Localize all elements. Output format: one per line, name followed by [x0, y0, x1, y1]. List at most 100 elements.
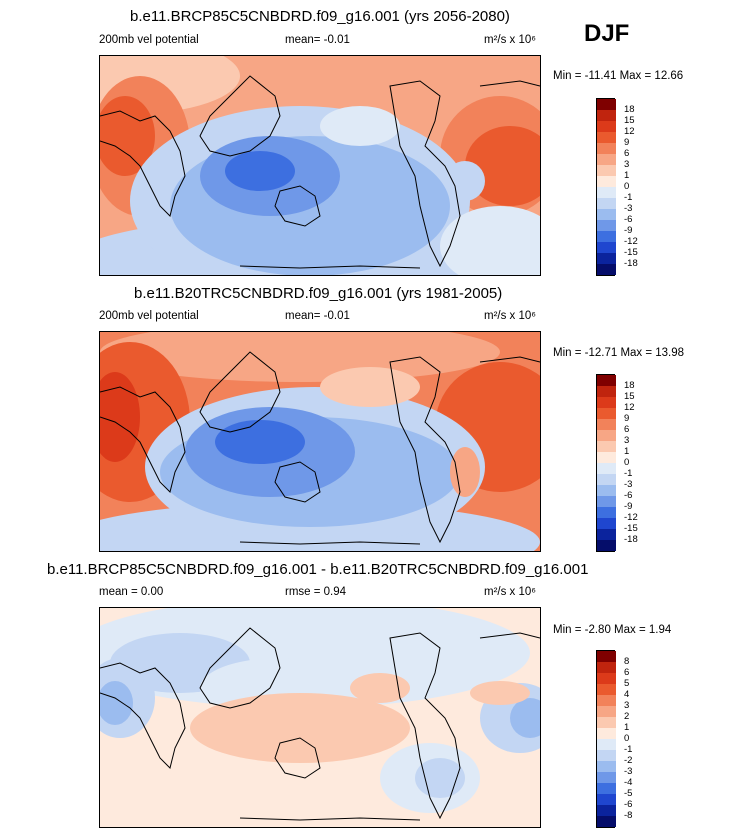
colorbar-tick-label: -8 — [624, 810, 633, 821]
colorbar-swatch — [597, 805, 616, 816]
colorbar-swatch — [597, 474, 616, 485]
colorbar-tick-label: 9 — [624, 413, 630, 424]
colorbar-tick-label: 6 — [624, 667, 630, 678]
panel3-map — [99, 607, 541, 828]
colorbar-swatch — [597, 651, 616, 662]
colorbar-swatch — [597, 794, 616, 805]
colorbar-tick-label: 0 — [624, 181, 630, 192]
colorbar-tick-label: 18 — [624, 104, 635, 115]
panel1-units-label: m²/s x 10⁶ — [484, 34, 537, 46]
colorbar-swatch — [597, 739, 616, 750]
colorbar-tick-label: -15 — [624, 523, 638, 534]
colorbar-tick-label: -9 — [624, 501, 633, 512]
panel1-minmax-label: Min = -11.41 Max = 12.66 — [553, 70, 684, 82]
colorbar-tick-label: -12 — [624, 512, 638, 523]
season-label: DJF — [584, 20, 630, 47]
panel3-units-label: m²/s x 10⁶ — [484, 586, 537, 598]
colorbar-swatch — [597, 264, 616, 275]
colorbar-swatch — [597, 684, 616, 695]
colorbar-swatch — [597, 496, 616, 507]
colorbar-swatch — [597, 783, 616, 794]
colorbar-tick-label: 3 — [624, 700, 630, 711]
colorbar-swatch — [597, 198, 616, 209]
colorbar-swatch — [597, 441, 616, 452]
panel1-field-label: 200mb vel potential — [99, 34, 199, 46]
colorbar-swatch — [597, 187, 616, 198]
panel3-map-svg — [100, 608, 540, 827]
panel1-title: b.e11.BRCP85C5CNBDRD.f09_g16.001 (yrs 20… — [130, 8, 510, 25]
panel2-field-label: 200mb vel potential — [99, 310, 199, 322]
colorbar-swatch — [597, 253, 616, 264]
colorbar-tick-label: 3 — [624, 435, 630, 446]
colorbar-swatch — [597, 176, 616, 187]
colorbar-swatch — [597, 452, 616, 463]
colorbar-swatch — [597, 816, 616, 827]
colorbar-swatch — [597, 165, 616, 176]
colorbar-swatch — [597, 386, 616, 397]
colorbar-swatch — [597, 772, 616, 783]
colorbar-swatch — [597, 750, 616, 761]
colorbar-tick-label: 1 — [624, 722, 630, 733]
colorbar-tick-label: -1 — [624, 468, 633, 479]
colorbar-tick-label: 4 — [624, 689, 630, 700]
colorbar-tick-label: 12 — [624, 126, 635, 137]
panel2-map-svg — [100, 332, 540, 551]
colorbar-swatch — [597, 728, 616, 739]
colorbar-swatch — [597, 673, 616, 684]
colorbar-swatch — [597, 231, 616, 242]
panel3-mean-label: mean = 0.00 — [99, 586, 164, 598]
colorbar-tick-label: 1 — [624, 446, 630, 457]
colorbar-swatch — [597, 110, 616, 121]
panel2-colorbar — [596, 374, 616, 552]
colorbar-tick-label: 18 — [624, 380, 635, 391]
colorbar-tick-label: 2 — [624, 711, 630, 722]
colorbar-swatch — [597, 507, 616, 518]
panel3-colorbar — [596, 650, 616, 828]
colorbar-swatch — [597, 706, 616, 717]
colorbar-tick-label: 6 — [624, 148, 630, 159]
panel3-title: b.e11.BRCP85C5CNBDRD.f09_g16.001 - b.e11… — [47, 561, 589, 578]
colorbar-swatch — [597, 463, 616, 474]
colorbar-tick-label: -6 — [624, 799, 633, 810]
colorbar-swatch — [597, 242, 616, 253]
colorbar-tick-label: -6 — [624, 214, 633, 225]
colorbar-swatch — [597, 529, 616, 540]
colorbar-swatch — [597, 695, 616, 706]
colorbar-tick-label: -1 — [624, 744, 633, 755]
colorbar-swatch — [597, 209, 616, 220]
colorbar-tick-label: 3 — [624, 159, 630, 170]
colorbar-tick-label: -5 — [624, 788, 633, 799]
colorbar-tick-label: -3 — [624, 479, 633, 490]
colorbar-tick-label: -1 — [624, 192, 633, 203]
panel2-title: b.e11.B20TRC5CNBDRD.f09_g16.001 (yrs 198… — [134, 285, 503, 302]
colorbar-tick-label: -4 — [624, 777, 633, 788]
colorbar-tick-label: 5 — [624, 678, 630, 689]
colorbar-tick-label: 9 — [624, 137, 630, 148]
panel2-units-label: m²/s x 10⁶ — [484, 310, 537, 322]
colorbar-tick-label: -9 — [624, 225, 633, 236]
colorbar-tick-label: -6 — [624, 490, 633, 501]
panel2-minmax-label: Min = -12.71 Max = 13.98 — [553, 347, 685, 359]
colorbar-swatch — [597, 397, 616, 408]
colorbar-tick-label: 1 — [624, 170, 630, 181]
colorbar-tick-label: 6 — [624, 424, 630, 435]
colorbar-swatch — [597, 540, 616, 551]
panel1-map-svg — [100, 56, 540, 275]
colorbar-swatch — [597, 430, 616, 441]
colorbar-swatch — [597, 662, 616, 673]
panel1-colorbar — [596, 98, 616, 276]
colorbar-tick-label: -18 — [624, 534, 638, 545]
colorbar-tick-label: -3 — [624, 766, 633, 777]
colorbar-tick-label: -2 — [624, 755, 633, 766]
colorbar-tick-label: -3 — [624, 203, 633, 214]
panel3-minmax-label: Min = -2.80 Max = 1.94 — [553, 624, 672, 636]
panel2-map — [99, 331, 541, 552]
colorbar-tick-label: 8 — [624, 656, 630, 667]
panel1-map — [99, 55, 541, 276]
colorbar-tick-label: 0 — [624, 733, 630, 744]
panel3-rmse-label: rmse = 0.94 — [285, 586, 347, 598]
colorbar-tick-label: 12 — [624, 402, 635, 413]
colorbar-swatch — [597, 154, 616, 165]
colorbar-swatch — [597, 220, 616, 231]
colorbar-swatch — [597, 518, 616, 529]
